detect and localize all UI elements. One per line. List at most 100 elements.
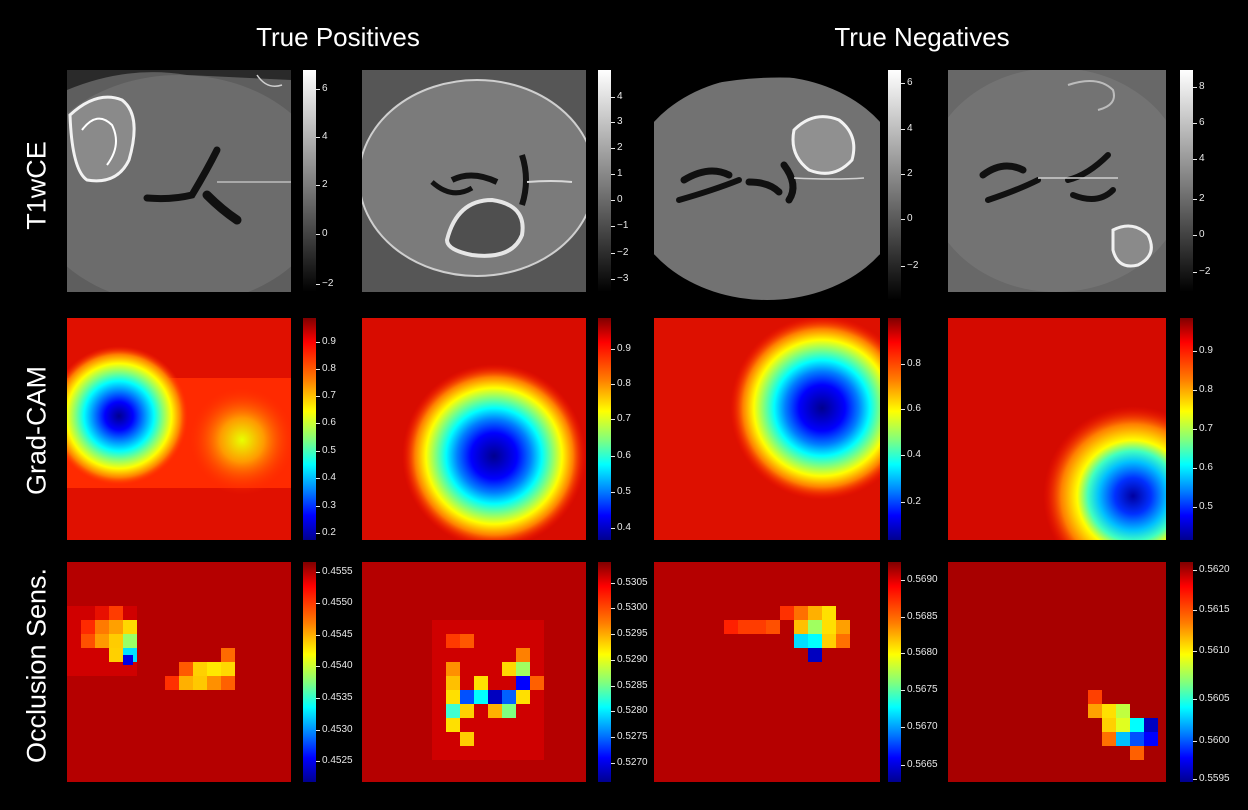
tick-label: 0.4540 xyxy=(316,660,353,671)
tick-label: −2 xyxy=(1192,266,1211,277)
occlusion-panel-tn1 xyxy=(654,562,880,782)
mri-panel-tp1 xyxy=(67,70,291,292)
header-true-positives: True Positives xyxy=(256,22,420,52)
colorbar-occlusion-tn1 xyxy=(888,562,901,782)
tick-label: 0.7 xyxy=(316,390,336,401)
tick-label: 0.5 xyxy=(611,486,631,497)
tick-label: 0.5685 xyxy=(901,611,938,622)
tick-label: 0.5610 xyxy=(1193,645,1230,656)
tick-label: 0.4545 xyxy=(316,629,353,640)
mri-panel-tp2 xyxy=(362,70,586,292)
tick-label: 0.5290 xyxy=(611,654,648,665)
tick-label: 0.5680 xyxy=(901,647,938,658)
tick-label: 0.4525 xyxy=(316,755,353,766)
tick-label: 2 xyxy=(901,168,913,179)
tick-label: 0.5295 xyxy=(611,628,648,639)
tick-label: 0.4555 xyxy=(316,566,353,577)
tick-label: 0.5280 xyxy=(611,705,648,716)
tick-label: 0 xyxy=(901,213,913,224)
tick-label: 0.4535 xyxy=(316,692,353,703)
tick-label: 0.5 xyxy=(1193,501,1213,512)
colorbar-occlusion-tn2 xyxy=(1180,562,1193,782)
tick-label: 4 xyxy=(1193,153,1205,164)
tick-label: 1 xyxy=(611,168,623,179)
colorbar-t1wce-tp1 xyxy=(303,70,316,292)
tick-label: 0.8 xyxy=(611,378,631,389)
colorbar-occlusion-tp2 xyxy=(598,562,611,782)
colorbar-t1wce-tn1 xyxy=(888,70,901,300)
occlusion-panel-tn2 xyxy=(948,562,1166,782)
colorbar-t1wce-tn2 xyxy=(1180,70,1193,292)
gradcam-panel-tn1 xyxy=(654,318,880,540)
tick-label: 0.7 xyxy=(611,413,631,424)
tick-label: 0.4 xyxy=(316,472,336,483)
tick-label: 3 xyxy=(611,116,623,127)
gradcam-panel-tp1 xyxy=(67,318,291,540)
row-label-t1wce: T1wCE xyxy=(21,141,52,230)
tick-label: 0.4 xyxy=(901,449,921,460)
colorbar-t1wce-tp2 xyxy=(598,70,611,292)
tick-label: 4 xyxy=(611,91,623,102)
tick-label: 0.4550 xyxy=(316,597,353,608)
tick-label: 0.8 xyxy=(901,358,921,369)
tick-label: 2 xyxy=(1193,193,1205,204)
tick-label: 0.5600 xyxy=(1193,735,1230,746)
tick-label: 0.6 xyxy=(901,403,921,414)
tick-label: −1 xyxy=(610,220,629,231)
tick-label: 0.6 xyxy=(316,417,336,428)
tick-label: 0.2 xyxy=(316,527,336,538)
gradcam-panel-tn2 xyxy=(948,318,1166,540)
mri-panel-tn1 xyxy=(654,70,880,300)
tick-label: 8 xyxy=(1193,81,1205,92)
row-label-occlusion-sensitivity: Occlusion Sens. xyxy=(21,567,52,764)
tick-label: 0.5620 xyxy=(1193,564,1230,575)
tick-label: 0.9 xyxy=(316,336,336,347)
tick-label: 0.5670 xyxy=(901,721,938,732)
occlusion-panel-tp1 xyxy=(67,562,291,782)
tick-label: 0 xyxy=(611,194,623,205)
tick-label: 0.6 xyxy=(1193,462,1213,473)
colorbar-gradcam-tn1 xyxy=(888,318,901,540)
tick-label: 0.4530 xyxy=(316,724,353,735)
tick-label: 6 xyxy=(1193,117,1205,128)
gradcam-panel-tp2 xyxy=(362,318,586,540)
tick-label: 0.5305 xyxy=(611,577,648,588)
tick-label: 0.5 xyxy=(316,445,336,456)
tick-label: 0.8 xyxy=(316,363,336,374)
colorbar-gradcam-tp2 xyxy=(598,318,611,540)
colorbar-gradcam-tn2 xyxy=(1180,318,1193,540)
tick-label: 0 xyxy=(1193,229,1205,240)
tick-label: 0.4 xyxy=(611,522,631,533)
tick-label: 4 xyxy=(901,123,913,134)
tick-label: 0.5285 xyxy=(611,680,648,691)
tick-label: 0.5275 xyxy=(611,731,648,742)
tick-label: 2 xyxy=(611,142,623,153)
colorbar-gradcam-tp1 xyxy=(303,318,316,540)
tick-label: −2 xyxy=(315,278,334,289)
tick-label: 0.5595 xyxy=(1193,773,1230,784)
tick-label: 0 xyxy=(316,228,328,239)
tick-label: 0.5300 xyxy=(611,602,648,613)
row-label-grad-cam: Grad-CAM xyxy=(21,366,52,496)
tick-label: 0.5270 xyxy=(611,757,648,768)
tick-label: 2 xyxy=(316,179,328,190)
tick-label: −2 xyxy=(610,247,629,258)
tick-label: 0.9 xyxy=(1193,345,1213,356)
colorbar-occlusion-tp1 xyxy=(303,562,316,782)
tick-label: 0.5665 xyxy=(901,759,938,770)
occlusion-panel-tp2 xyxy=(362,562,586,782)
tick-label: 0.5605 xyxy=(1193,693,1230,704)
tick-label: −3 xyxy=(610,273,629,284)
tick-label: 0.3 xyxy=(316,500,336,511)
tick-label: 0.7 xyxy=(1193,423,1213,434)
tick-label: 0.5675 xyxy=(901,684,938,695)
tick-label: 4 xyxy=(316,131,328,142)
tick-label: 0.6 xyxy=(611,450,631,461)
tick-label: 0.9 xyxy=(611,343,631,354)
tick-label: 0.2 xyxy=(901,496,921,507)
mri-panel-tn2 xyxy=(948,70,1166,292)
tick-label: 6 xyxy=(316,83,328,94)
tick-label: −2 xyxy=(900,260,919,271)
header-true-negatives: True Negatives xyxy=(834,22,1010,52)
tick-label: 0.5615 xyxy=(1193,604,1230,615)
